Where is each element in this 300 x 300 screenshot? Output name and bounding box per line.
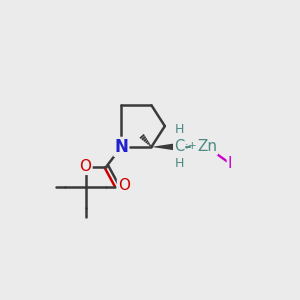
Text: H: H xyxy=(175,158,184,170)
Text: N: N xyxy=(115,138,128,156)
Text: O: O xyxy=(118,178,130,193)
Text: Zn: Zn xyxy=(197,140,217,154)
Text: I: I xyxy=(228,156,232,171)
Text: H: H xyxy=(175,123,184,136)
Polygon shape xyxy=(152,143,179,151)
Text: :+: :+ xyxy=(185,141,198,152)
Text: C: C xyxy=(174,140,184,154)
Text: O: O xyxy=(80,159,92,174)
